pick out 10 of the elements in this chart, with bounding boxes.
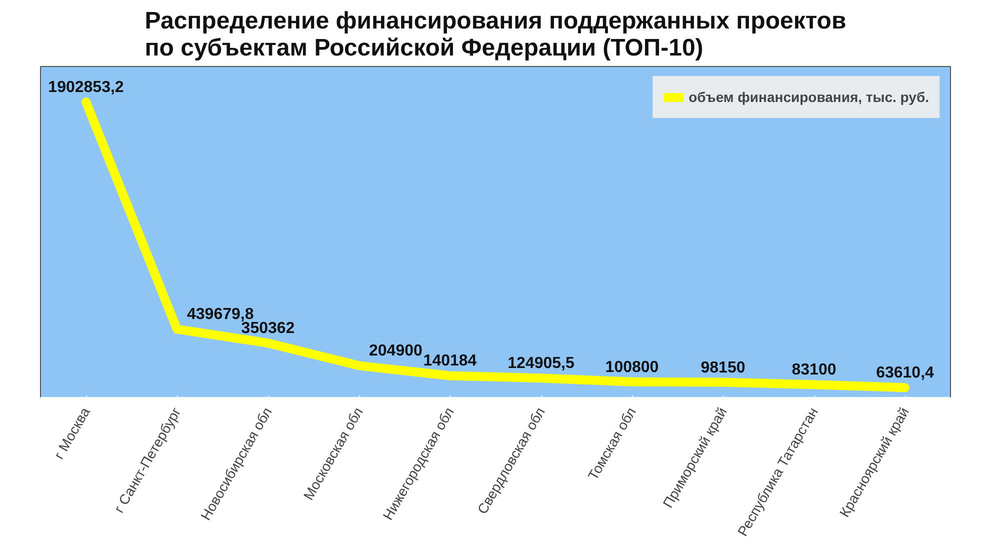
- data-label: 124905,5: [508, 355, 574, 372]
- data-label: 98150: [700, 359, 746, 376]
- data-label: 140184: [423, 352, 477, 370]
- data-label: 1902853,2: [48, 78, 124, 96]
- data-label: 100800: [605, 358, 659, 376]
- data-label: 63610,4: [876, 364, 934, 382]
- legend-label: объем финансирования, тыс. руб.: [688, 89, 929, 105]
- data-label: 83100: [792, 362, 836, 379]
- chart-title: Распределение финансирования поддержанных проектов по субъектам Российской Федерации (ТОП-10): [144, 8, 846, 62]
- data-label: 204900: [369, 342, 422, 360]
